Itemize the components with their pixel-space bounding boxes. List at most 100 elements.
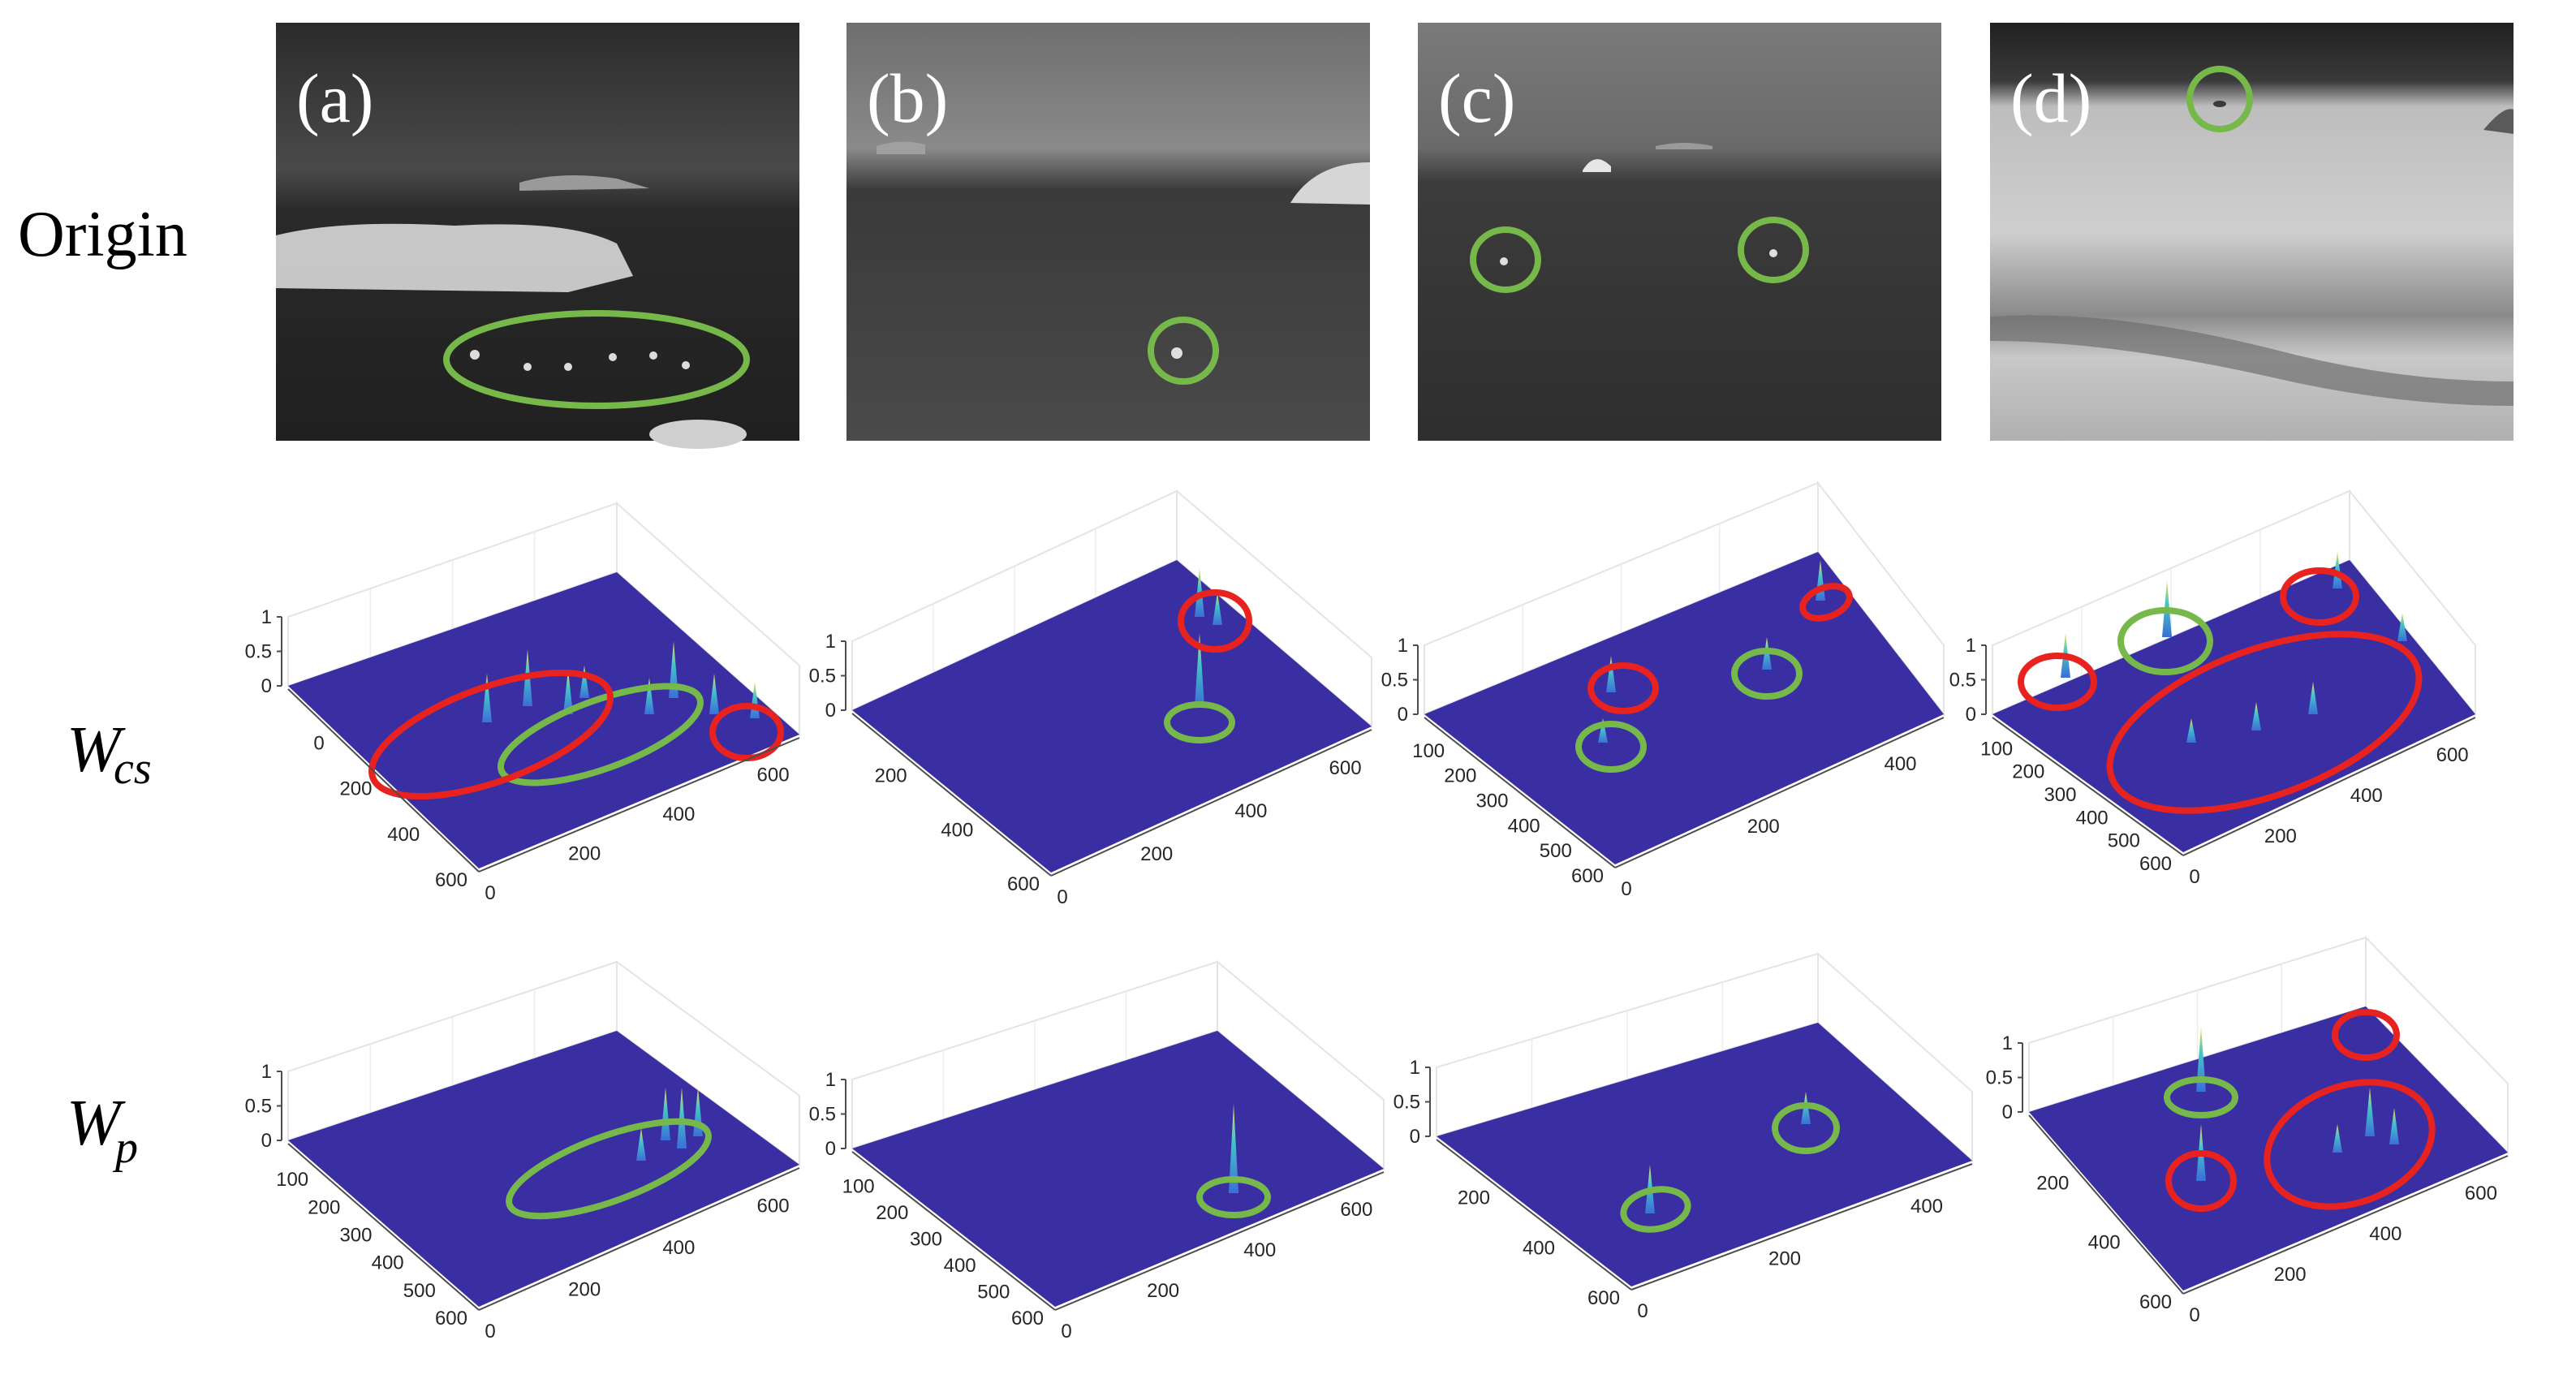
y-tick-label: 500 bbox=[403, 1280, 436, 1302]
svg-text:W: W bbox=[67, 1088, 126, 1159]
side-wall bbox=[1817, 951, 1973, 1163]
surface bbox=[852, 560, 1372, 873]
y-tick-label: 400 bbox=[1523, 1237, 1555, 1259]
surface-peak bbox=[709, 674, 719, 714]
y-tick-label: 200 bbox=[1458, 1187, 1490, 1209]
surface bbox=[288, 1031, 799, 1307]
svg-text:p: p bbox=[112, 1123, 138, 1173]
surface-peak bbox=[1195, 633, 1204, 706]
y-tick-label: 600 bbox=[435, 869, 467, 891]
surface-peak bbox=[2186, 718, 2196, 743]
panel-label-d: (d) bbox=[2010, 59, 2091, 137]
x-tick-label: 0 bbox=[485, 1321, 495, 1342]
target-circle bbox=[1575, 721, 1647, 773]
y-tick-label: 600 bbox=[1011, 1308, 1044, 1330]
target-circle bbox=[443, 310, 750, 409]
surface-peak bbox=[2397, 613, 2407, 641]
y-tick-label: 300 bbox=[1475, 791, 1508, 812]
false-alarm-circle bbox=[368, 669, 614, 800]
x-tick-label: 600 bbox=[757, 1196, 790, 1217]
y-tick-label: 200 bbox=[308, 1196, 340, 1218]
x-tick-label: 200 bbox=[2274, 1264, 2307, 1286]
y-axis bbox=[2028, 1114, 2184, 1295]
origin-image-c: (c) bbox=[1418, 23, 1941, 441]
x-axis bbox=[478, 737, 800, 873]
x-tick-label: 600 bbox=[2465, 1183, 2497, 1205]
false-alarm-circle bbox=[1799, 583, 1853, 622]
false-alarm-circle bbox=[2106, 631, 2423, 814]
y-axis bbox=[287, 1143, 480, 1311]
x-tick-label: 600 bbox=[1340, 1199, 1372, 1221]
surface-plot-row3-c: 0 0.5 1 200 400 600 0 200 400 bbox=[1394, 951, 1973, 1322]
y-tick-label: 200 bbox=[2036, 1172, 2069, 1194]
surface-peak bbox=[2389, 1108, 2399, 1144]
row-label-wcs: W cs bbox=[67, 714, 152, 794]
x-tick-label: 0 bbox=[485, 882, 495, 904]
surface bbox=[1437, 1023, 1972, 1286]
target-circle bbox=[1731, 648, 1803, 700]
z-tick-label: 0.5 bbox=[809, 1104, 836, 1126]
false-alarm-circle bbox=[2165, 1150, 2237, 1212]
y-tick-label: 200 bbox=[876, 1202, 908, 1224]
y-axis bbox=[287, 688, 480, 873]
z-tick-label: 0 bbox=[2002, 1101, 2013, 1123]
y-tick-label: 500 bbox=[1540, 840, 1572, 862]
y-tick-label: 400 bbox=[387, 824, 420, 846]
y-tick-label: 500 bbox=[977, 1282, 1010, 1304]
x-axis bbox=[1614, 717, 1945, 868]
z-tick-label: 1 bbox=[825, 1069, 836, 1091]
y-tick-label: 200 bbox=[875, 765, 907, 787]
z-tick-label: 0 bbox=[825, 700, 836, 722]
y-tick-label: 600 bbox=[2139, 1291, 2172, 1313]
y-tick-label: 100 bbox=[842, 1176, 875, 1198]
target-circle bbox=[1470, 226, 1541, 293]
z-tick-label: 0 bbox=[261, 1130, 272, 1152]
z-tick-label: 0 bbox=[825, 1138, 836, 1160]
y-axis bbox=[851, 713, 1052, 877]
z-tick-label: 1 bbox=[261, 606, 272, 628]
y-tick-label: 500 bbox=[2108, 830, 2140, 852]
x-tick-label: 400 bbox=[662, 1237, 695, 1259]
y-tick-label: 600 bbox=[435, 1308, 467, 1330]
x-tick-label: 200 bbox=[568, 1279, 601, 1301]
target-circle bbox=[1164, 701, 1235, 743]
x-tick-label: 200 bbox=[1747, 816, 1780, 838]
x-tick-label: 200 bbox=[1140, 843, 1173, 865]
x-tick-label: 400 bbox=[1910, 1196, 1943, 1217]
target-circle bbox=[1738, 217, 1809, 283]
panel-label-c: (c) bbox=[1438, 59, 1515, 137]
x-tick-label: 0 bbox=[2189, 866, 2199, 888]
surface-peak bbox=[1229, 1104, 1238, 1193]
z-tick-label: 0 bbox=[261, 675, 272, 697]
surface bbox=[852, 1031, 1384, 1307]
x-tick-label: 600 bbox=[757, 764, 790, 786]
y-tick-label: 600 bbox=[1007, 873, 1040, 895]
x-tick-label: 0 bbox=[2189, 1304, 2199, 1326]
y-tick-label: 300 bbox=[2044, 784, 2076, 806]
x-tick-label: 200 bbox=[1147, 1280, 1179, 1302]
x-tick-label: 0 bbox=[1621, 878, 1631, 900]
surface-peak bbox=[1606, 656, 1616, 692]
row-label-origin: Origin bbox=[18, 199, 187, 270]
x-axis bbox=[478, 1167, 800, 1311]
z-tick-label: 0 bbox=[1410, 1126, 1420, 1148]
surface-peak bbox=[1213, 593, 1222, 625]
x-axis bbox=[2182, 1155, 2509, 1295]
row-label-wp: W p bbox=[67, 1088, 138, 1173]
z-tick-label: 0.5 bbox=[1949, 670, 1976, 692]
x-tick-label: 400 bbox=[1234, 800, 1267, 822]
false-alarm-circle bbox=[2280, 567, 2359, 626]
z-tick-label: 0.5 bbox=[1394, 1092, 1420, 1114]
false-alarm-circle bbox=[2018, 653, 2097, 711]
z-tick-label: 1 bbox=[2002, 1032, 2013, 1054]
y-tick-label: 100 bbox=[1412, 740, 1445, 762]
x-tick-label: 400 bbox=[1243, 1239, 1276, 1261]
surface-peak bbox=[2308, 682, 2318, 714]
z-tick-label: 1 bbox=[1966, 635, 1976, 657]
y-tick-label: 600 bbox=[2139, 853, 2172, 875]
x-axis bbox=[2182, 717, 2476, 856]
origin-image-a: (a) bbox=[276, 23, 799, 449]
y-tick-label: 600 bbox=[1587, 1287, 1620, 1309]
